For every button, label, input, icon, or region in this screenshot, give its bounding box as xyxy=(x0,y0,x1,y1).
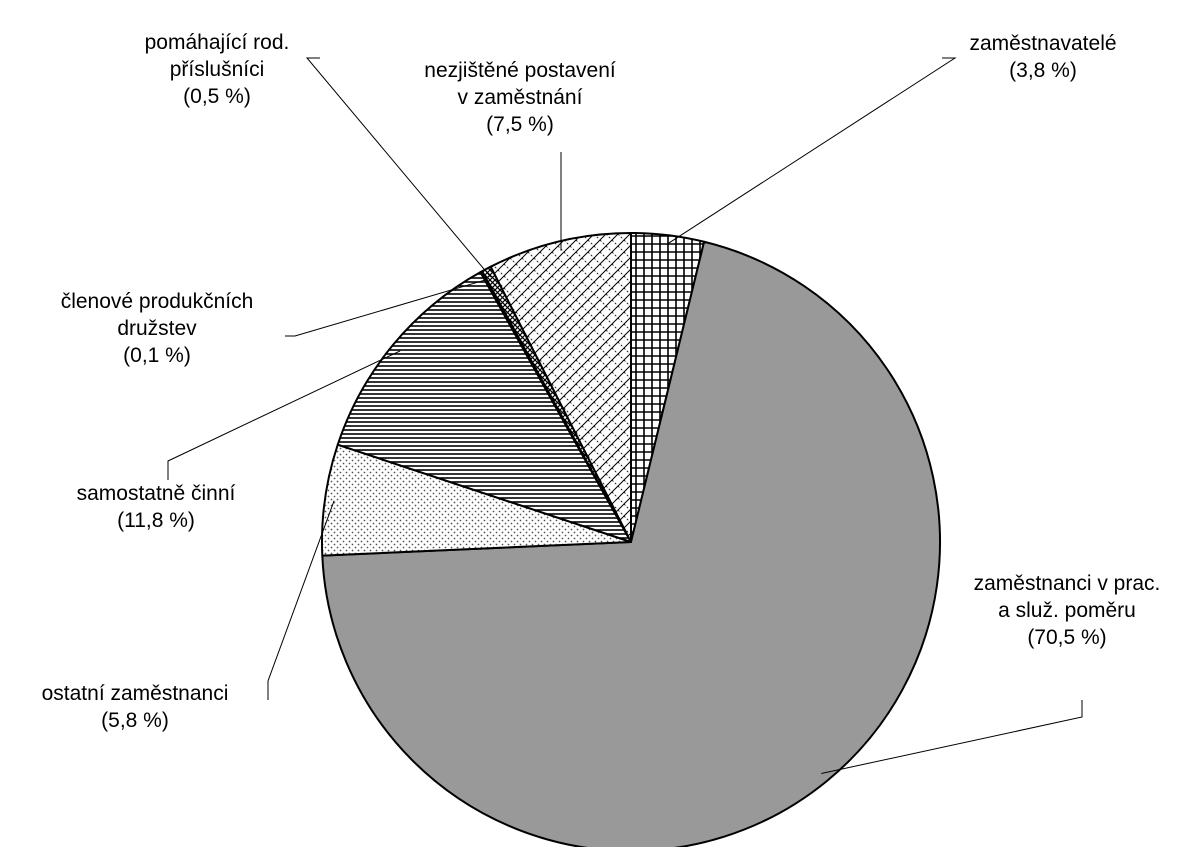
pie-slice-2 xyxy=(321,240,941,852)
slice-label-line: příslušníci xyxy=(170,58,265,81)
slice-label-7: nezjištěné postavení v zaměstnání (7,5 %) xyxy=(424,59,616,136)
slice-label-line: nezjištěné postavení xyxy=(424,59,616,82)
slice-label-line: družstev xyxy=(117,317,197,340)
slice-label-line: (0,5 %) xyxy=(183,85,251,108)
leader-line-3 xyxy=(267,500,335,700)
slice-label-line: pomáhající rod. xyxy=(145,31,290,54)
leader-line-5 xyxy=(285,279,486,337)
slice-label-line: samostatně činní xyxy=(77,482,236,505)
slice-label-line: (0,1 %) xyxy=(123,344,191,367)
slice-label-line: zaměstnanci v prac. xyxy=(974,572,1161,595)
slice-label-1: zaměstnavatelé (3,8 %) xyxy=(969,32,1116,82)
slice-label-2: zaměstnanci v prac. a služ. poměru (70,5 %… xyxy=(974,572,1161,649)
slice-label-line: (11,8 %) xyxy=(117,509,195,532)
pie-slices xyxy=(321,232,941,852)
slice-label-line: a služ. poměru xyxy=(998,599,1136,622)
slice-label-line: (3,8 %) xyxy=(1009,59,1077,82)
leader-line-1 xyxy=(666,57,957,245)
slice-labels: zaměstnavatelé (3,8 %) zaměstnanci v prac.… xyxy=(42,31,1161,732)
leader-lines xyxy=(167,57,1083,774)
slice-label-5: členové produkčních družstev (0,1 %) xyxy=(61,290,254,367)
slice-label-line: zaměstnavatelé xyxy=(969,32,1116,55)
leader-line-2 xyxy=(821,700,1083,774)
slice-label-6: pomáhající rod. příslušníci (0,5 %) xyxy=(145,31,290,108)
slice-label-line: (70,5 %) xyxy=(1027,626,1106,649)
leader-line-4 xyxy=(167,350,401,480)
pie-slice-4 xyxy=(336,271,632,543)
slice-label-3: ostatní zaměstnanci (5,8 %) xyxy=(42,682,229,732)
leader-line-6 xyxy=(305,57,492,278)
slice-label-line: členové produkčních xyxy=(61,290,254,313)
pie-slice-7 xyxy=(489,232,632,543)
slice-label-line: ostatní zaměstnanci xyxy=(42,682,229,705)
slice-label-line: (5,8 %) xyxy=(101,709,169,732)
slice-label-line: (7,5 %) xyxy=(486,113,554,136)
slice-label-line: v zaměstnání xyxy=(458,86,583,109)
slice-label-4: samostatně činní (11,8 %) xyxy=(77,482,236,532)
